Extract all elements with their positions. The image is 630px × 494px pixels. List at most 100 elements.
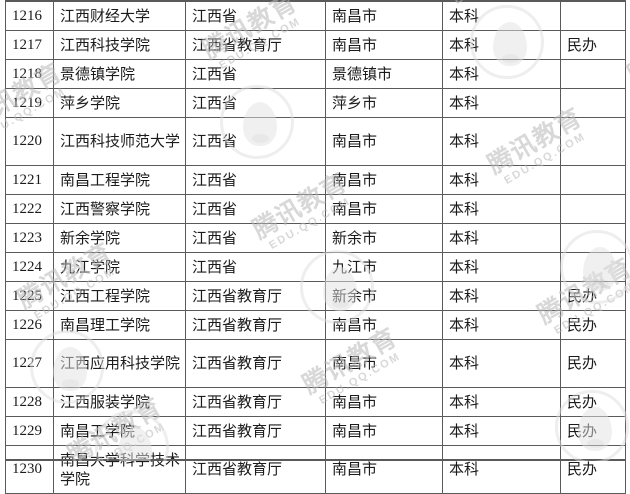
cell-school-name: 景德镇学院 <box>53 59 186 89</box>
cell-serial-number: 1227 <box>5 339 54 388</box>
table-row: 1224 九江学院 江西省 九江市 本科 <box>5 252 626 282</box>
cell-school-name: 江西工程学院 <box>53 281 186 311</box>
cell-competent-authority: 江西省教育厅 <box>185 339 326 388</box>
cell-education-level: 本科 <box>442 416 561 446</box>
cell-competent-authority: 江西省 <box>185 223 326 253</box>
cell-ownership-type: 民办 <box>560 310 626 340</box>
university-table-container: 1216 江西财经大学 江西省 南昌市 本科 1217 江西科技学院 江西省教育厅 南昌市 本科民… <box>5 0 626 494</box>
cell-location-city: 新余市 <box>325 281 443 311</box>
cell-ownership-type <box>560 0 626 31</box>
cell-ownership-type <box>560 223 626 253</box>
cell-education-level: 本科 <box>442 339 561 388</box>
university-table-body: 1216 江西财经大学 江西省 南昌市 本科 1217 江西科技学院 江西省教育厅 南昌市 本科民… <box>5 0 626 494</box>
cell-competent-authority: 江西省教育厅 <box>185 445 326 494</box>
table-row: 1228 江西服装学院 江西省教育厅 南昌市 本科 民办 <box>5 387 626 417</box>
cell-location-city: 新余市 <box>325 223 443 253</box>
table-row: 1229 南昌工学院 江西省教育厅 南昌市 本科 民办 <box>5 416 626 446</box>
cell-location-city: 南昌市 <box>325 0 443 31</box>
cell-school-name: 萍乡学院 <box>53 88 186 118</box>
cell-serial-number: 1223 <box>5 223 54 253</box>
cell-education-level: 本科 <box>442 0 561 31</box>
cell-education-level: 本科 <box>442 252 561 282</box>
cell-serial-number: 1225 <box>5 281 54 311</box>
cell-location-city: 景德镇市 <box>325 59 443 89</box>
cell-serial-number: 1226 <box>5 310 54 340</box>
cell-location-city: 南昌市 <box>325 310 443 340</box>
cell-serial-number: 1217 <box>5 30 54 60</box>
cell-education-level: 本科 <box>442 59 561 89</box>
cell-competent-authority: 江西省 <box>185 59 326 89</box>
cell-ownership-type <box>560 165 626 195</box>
cell-education-level: 本科 <box>442 445 561 494</box>
cell-competent-authority: 江西省教育厅 <box>185 281 326 311</box>
cell-competent-authority: 江西省 <box>185 194 326 224</box>
table-row: 1218 景德镇学院 江西省 景德镇市 本科 <box>5 59 626 89</box>
cell-competent-authority: 江西省教育厅 <box>185 310 326 340</box>
cell-education-level: 本科 <box>442 88 561 118</box>
cell-ownership-type: 民办 <box>560 387 626 417</box>
cell-education-level: 本科 <box>442 223 561 253</box>
cell-competent-authority: 江西省 <box>185 0 326 31</box>
cell-school-name: 南昌工程学院 <box>53 165 186 195</box>
cell-education-level: 本科 <box>442 194 561 224</box>
cell-location-city: 九江市 <box>325 252 443 282</box>
cell-ownership-type: 民办 <box>560 339 626 388</box>
university-table: 1216 江西财经大学 江西省 南昌市 本科 1217 江西科技学院 江西省教育厅 南昌市 本科民… <box>5 0 626 494</box>
cell-ownership-type: 民办 <box>560 416 626 446</box>
cell-serial-number: 1216 <box>5 0 54 31</box>
table-row: 1223 新余学院 江西省 新余市 本科 <box>5 223 626 253</box>
cell-location-city: 南昌市 <box>325 387 443 417</box>
cell-competent-authority: 江西省教育厅 <box>185 30 326 60</box>
cell-school-name: 南昌大学科学技术学院 <box>53 445 186 494</box>
cell-education-level: 本科 <box>442 165 561 195</box>
cell-education-level: 本科 <box>442 310 561 340</box>
cell-school-name: 江西科技师范大学 <box>53 117 186 166</box>
table-bottom-border <box>5 459 625 461</box>
cell-serial-number: 1224 <box>5 252 54 282</box>
table-row: 1220 江西科技师范大学 江西省 南昌市 本科 <box>5 117 626 166</box>
cell-school-name: 九江学院 <box>53 252 186 282</box>
cell-school-name: 江西应用科技学院 <box>53 339 186 388</box>
cell-serial-number: 1228 <box>5 387 54 417</box>
cell-serial-number: 1221 <box>5 165 54 195</box>
cell-ownership-type: 民办 <box>560 281 626 311</box>
cell-serial-number: 1230 <box>5 445 54 494</box>
cell-school-name: 江西财经大学 <box>53 0 186 31</box>
cell-serial-number: 1229 <box>5 416 54 446</box>
cell-serial-number: 1222 <box>5 194 54 224</box>
cell-serial-number: 1218 <box>5 59 54 89</box>
table-row: 1230 南昌大学科学技术学院 江西省教育厅 南昌市 本科 民办 <box>5 445 626 494</box>
cell-competent-authority: 江西省教育厅 <box>185 416 326 446</box>
cell-education-level: 本科 <box>442 387 561 417</box>
cell-school-name: 江西科技学院 <box>53 30 186 60</box>
cell-ownership-type: 民办 <box>560 445 626 494</box>
table-row: 1216 江西财经大学 江西省 南昌市 本科 <box>5 0 626 31</box>
cell-competent-authority: 江西省教育厅 <box>185 387 326 417</box>
cell-location-city: 南昌市 <box>325 445 443 494</box>
cell-ownership-type <box>560 117 626 166</box>
cell-school-name: 南昌理工学院 <box>53 310 186 340</box>
cell-location-city: 南昌市 <box>325 194 443 224</box>
cell-school-name: 新余学院 <box>53 223 186 253</box>
cell-competent-authority: 江西省 <box>185 117 326 166</box>
cell-competent-authority: 江西省 <box>185 165 326 195</box>
cell-school-name: 南昌工学院 <box>53 416 186 446</box>
cell-education-level: 本科 <box>442 281 561 311</box>
cell-education-level: 本科 <box>442 30 561 60</box>
cell-location-city: 萍乡市 <box>325 88 443 118</box>
table-row: 1219 萍乡学院 江西省 萍乡市 本科 <box>5 88 626 118</box>
cell-competent-authority: 江西省 <box>185 252 326 282</box>
cell-location-city: 南昌市 <box>325 339 443 388</box>
cell-serial-number: 1220 <box>5 117 54 166</box>
cell-competent-authority: 江西省 <box>185 88 326 118</box>
cell-location-city: 南昌市 <box>325 117 443 166</box>
table-top-border <box>5 0 625 2</box>
table-row: 1221 南昌工程学院 江西省 南昌市 本科 <box>5 165 626 195</box>
cell-ownership-type <box>560 252 626 282</box>
table-row: 1225 江西工程学院 江西省教育厅 新余市 本科 民办 <box>5 281 626 311</box>
cell-ownership-type: 民办 <box>560 30 626 60</box>
table-row: 1217 江西科技学院 江西省教育厅 南昌市 本科 民办 <box>5 30 626 60</box>
cell-education-level: 本科 <box>442 117 561 166</box>
table-row: 1222 江西警察学院 江西省 南昌市 本科 <box>5 194 626 224</box>
cell-ownership-type <box>560 194 626 224</box>
